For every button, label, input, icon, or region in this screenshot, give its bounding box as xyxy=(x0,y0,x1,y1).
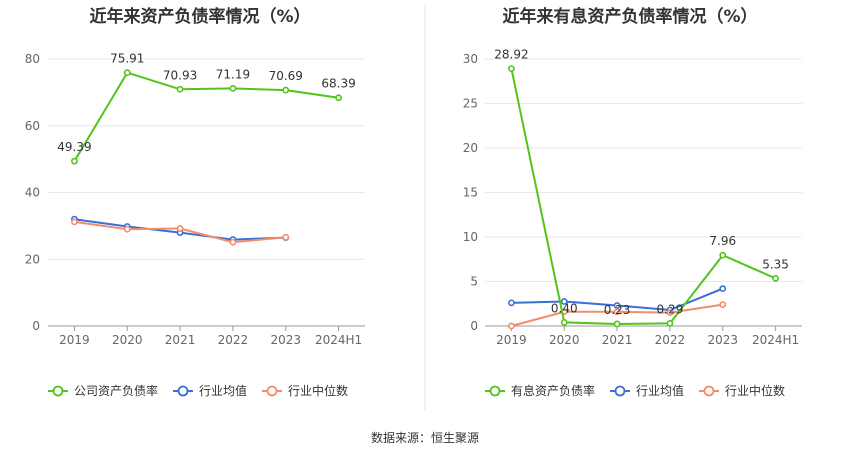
source-footer: 数据来源：恒生聚源 xyxy=(371,430,479,445)
legend-marker xyxy=(614,385,626,397)
data-label: 71.19 xyxy=(216,67,250,81)
data-point xyxy=(719,251,727,259)
data-point xyxy=(282,86,290,94)
legend-item-3: 行业中位数 xyxy=(699,383,785,398)
data-point xyxy=(508,299,515,307)
data-point xyxy=(666,320,674,327)
y-tick-label: 60 xyxy=(25,119,40,133)
data-label: 28.92 xyxy=(494,48,528,62)
data-point xyxy=(719,301,727,309)
data-point xyxy=(335,94,342,102)
legend-marker xyxy=(703,385,715,397)
data-label: 0.23 xyxy=(604,303,631,317)
x-tick-label: 2021 xyxy=(602,333,633,347)
y-tick-label: 80 xyxy=(25,52,40,66)
y-tick-label: 30 xyxy=(463,52,478,66)
data-point xyxy=(71,157,78,165)
x-tick-label: 2020 xyxy=(549,333,580,347)
data-label: 49.39 xyxy=(57,140,91,154)
data-point xyxy=(229,238,237,246)
legend-label: 行业中位数 xyxy=(288,383,348,398)
legend-item-1: 公司资产负债率 xyxy=(48,383,158,398)
data-point xyxy=(123,225,131,233)
legend-item-2: 行业均值 xyxy=(610,383,684,398)
data-point xyxy=(508,322,515,330)
x-tick-label: 2024H1 xyxy=(752,333,799,347)
legend-marker xyxy=(266,385,278,397)
y-tick-label: 0 xyxy=(470,319,478,333)
legend-label: 公司资产负债率 xyxy=(74,383,158,398)
data-point xyxy=(176,85,184,93)
data-label: 7.96 xyxy=(709,234,736,248)
series-line-1 xyxy=(73,71,339,162)
chart-panel-2: 近年来有息资产负债率情况（%） 0 5 10 15 20 25 30 2019 2020 2021 2… xyxy=(463,6,802,398)
legend-label: 行业中位数 xyxy=(725,383,785,398)
data-point xyxy=(229,85,237,92)
data-label: 70.69 xyxy=(269,69,303,83)
legend-marker xyxy=(489,385,501,397)
x-tick-label: 2022 xyxy=(218,333,249,347)
data-point xyxy=(560,319,568,326)
legend-label: 行业均值 xyxy=(199,383,247,398)
data-label: 75.91 xyxy=(110,52,144,66)
y-tick-label: 40 xyxy=(25,186,40,200)
data-point xyxy=(719,285,727,293)
y-tick-label: 25 xyxy=(463,97,478,111)
data-label: 70.93 xyxy=(163,68,197,82)
y-tick-label: 5 xyxy=(470,275,478,289)
data-label: 0.40 xyxy=(551,301,578,315)
x-tick-label: 2023 xyxy=(707,333,738,347)
legend-marker xyxy=(177,385,189,397)
x-tick-label: 2023 xyxy=(270,333,301,347)
data-point xyxy=(666,309,674,317)
x-tick-label: 2019 xyxy=(59,333,90,347)
data-point xyxy=(560,298,568,305)
x-tick-label: 2021 xyxy=(165,333,196,347)
legend-item-2: 行业均值 xyxy=(173,383,247,398)
legend-item-1: 有息资产负债率 xyxy=(485,383,595,398)
x-tick-label: 2019 xyxy=(496,333,527,347)
chart-title: 近年来资产负债率情况（%） xyxy=(89,6,310,27)
y-tick-label: 20 xyxy=(463,141,478,155)
y-tick-label: 10 xyxy=(463,230,478,244)
chart-title: 近年来有息资产负债率情况（%） xyxy=(502,6,757,27)
chart-panel-1: 近年来资产负债率情况（%） 0 20 40 60 80 2019 2020 2021 2022 20… xyxy=(25,6,365,398)
data-label: 0.29 xyxy=(657,302,684,316)
data-point xyxy=(176,225,184,232)
data-label: 68.39 xyxy=(321,77,355,91)
data-point xyxy=(123,69,131,77)
data-point xyxy=(772,274,779,282)
legend-item-3: 行业中位数 xyxy=(262,383,348,398)
data-point xyxy=(282,233,290,241)
data-point xyxy=(508,65,515,73)
legend-marker xyxy=(52,385,64,397)
legend-label: 有息资产负债率 xyxy=(511,383,595,398)
data-label: 5.35 xyxy=(762,257,789,271)
data-point xyxy=(71,218,78,226)
x-tick-label: 2024H1 xyxy=(315,333,362,347)
legend-label: 行业均值 xyxy=(636,383,684,398)
data-point xyxy=(613,320,621,328)
data-point xyxy=(613,302,621,309)
series-line-1 xyxy=(510,68,777,326)
y-tick-label: 20 xyxy=(25,252,40,266)
x-tick-label: 2020 xyxy=(112,333,143,347)
data-point xyxy=(613,308,621,316)
x-tick-label: 2022 xyxy=(655,333,686,347)
y-tick-label: 15 xyxy=(463,186,478,200)
y-tick-label: 0 xyxy=(32,319,40,333)
